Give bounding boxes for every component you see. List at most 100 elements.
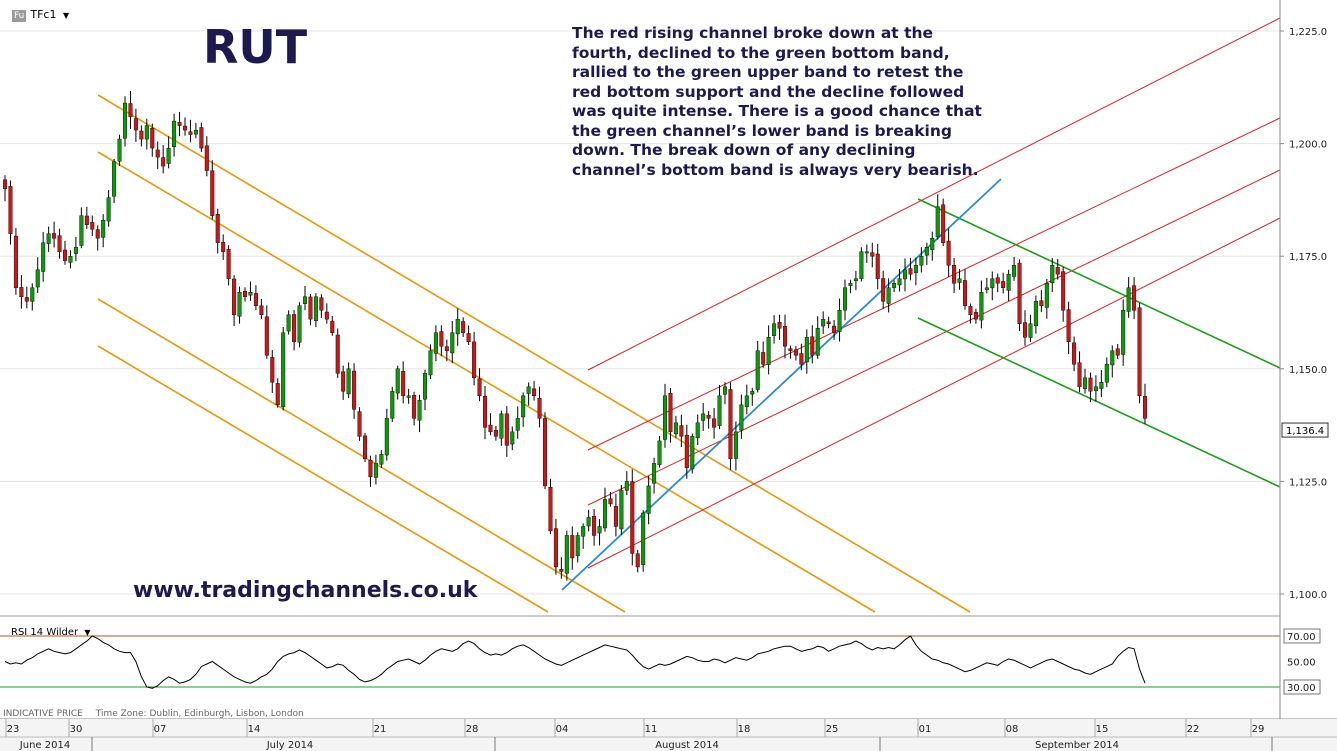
annotation-line: channel’s bottom band is always very bea… <box>572 160 979 179</box>
chart-footer: INDICATIVE PRICE Time Zone: Dublin, Edin… <box>3 709 314 719</box>
x-day-label: 04 <box>556 724 569 735</box>
down-candle <box>799 353 804 365</box>
down-candle <box>973 311 978 320</box>
last-price-label: 1,136.4 <box>1286 426 1324 437</box>
down-candle <box>783 326 788 347</box>
up-candle <box>1033 301 1038 326</box>
down-candle <box>133 118 138 131</box>
up-candle <box>1006 274 1011 291</box>
y-tick-label: 1,125.0 <box>1289 477 1327 488</box>
up-candle <box>499 413 504 439</box>
down-candle <box>946 240 951 266</box>
up-candle <box>384 418 389 456</box>
down-candle <box>139 130 144 140</box>
up-candle <box>303 296 308 304</box>
down-candle <box>995 277 1000 284</box>
annotation-text: The red rising channel broke down at the… <box>572 24 982 180</box>
up-candle <box>1012 265 1017 277</box>
up-candle <box>903 269 908 280</box>
down-candle <box>177 122 182 126</box>
rsi-tick-box <box>1283 679 1321 695</box>
down-candle <box>335 334 340 374</box>
up-candle <box>864 251 869 254</box>
x-day-label: 07 <box>154 724 167 735</box>
down-candle <box>182 125 187 131</box>
up-candle <box>657 440 662 465</box>
x-day-label: 08 <box>1006 724 1019 735</box>
down-candle <box>215 214 220 243</box>
down-candle <box>483 395 488 428</box>
orange-channel-line <box>97 298 626 613</box>
up-candle <box>695 422 700 439</box>
up-candle <box>515 418 520 431</box>
chevron-down-icon[interactable]: ▼ <box>62 11 70 20</box>
up-candle <box>979 292 984 321</box>
red-channel-line <box>587 17 1281 371</box>
down-candle <box>1137 307 1142 397</box>
red-channel-line <box>587 217 1281 569</box>
up-candle <box>172 120 177 148</box>
up-candle <box>248 292 253 296</box>
x-day-label: 25 <box>826 724 839 735</box>
annotation-line: fourth, declined to the green bottom ban… <box>572 43 950 62</box>
up-candle <box>73 246 78 254</box>
down-candle <box>292 314 297 342</box>
down-candle <box>875 253 880 279</box>
down-candle <box>330 320 335 333</box>
up-candle <box>701 413 706 421</box>
up-candle <box>619 490 624 530</box>
orange-channel-line <box>97 345 549 613</box>
up-candle <box>35 269 40 288</box>
down-candle <box>324 311 329 320</box>
up-candle <box>1121 310 1126 355</box>
down-candle <box>204 145 209 171</box>
up-candle <box>313 296 318 321</box>
up-candle <box>924 246 929 256</box>
timezone-label: Time Zone: Dublin, Edinburgh, Lisbon, Lo… <box>95 709 304 719</box>
channel-lines <box>97 17 1281 613</box>
up-candle <box>390 391 395 419</box>
chevron-down-icon[interactable]: ▼ <box>84 628 91 637</box>
down-candle <box>210 170 215 216</box>
up-candle <box>739 404 744 431</box>
up-candle <box>913 265 918 274</box>
down-candle <box>13 235 18 288</box>
down-candle <box>1055 267 1060 275</box>
up-candle <box>843 287 848 311</box>
down-candle <box>1017 262 1022 324</box>
down-candle <box>199 127 204 149</box>
down-candle <box>793 349 798 356</box>
up-candle <box>766 337 771 365</box>
rsi-tick-label: 70.00 <box>1287 632 1316 643</box>
up-candle <box>41 242 46 272</box>
down-candle <box>150 128 155 149</box>
annotation-line: was quite intense. There is a good chanc… <box>572 102 982 120</box>
down-candle <box>608 498 613 505</box>
price-type-label: INDICATIVE PRICE <box>3 709 83 719</box>
down-candle <box>242 290 247 297</box>
x-day-label: 29 <box>1252 724 1265 735</box>
down-candle <box>232 278 237 315</box>
down-candle <box>548 486 553 532</box>
up-candle <box>597 526 602 534</box>
down-candle <box>1023 322 1028 338</box>
down-candle <box>19 287 24 297</box>
up-candle <box>586 517 591 527</box>
symbol-selector[interactable]: Fu TFc1 ▼ <box>12 8 69 22</box>
up-candle <box>897 278 902 286</box>
up-candle <box>395 368 400 394</box>
up-candle <box>1126 287 1131 312</box>
red-channel-line <box>587 169 1281 506</box>
up-candle <box>723 386 728 395</box>
last-price-box <box>1281 422 1329 438</box>
y-tick-label: 1,100.0 <box>1289 590 1327 601</box>
down-candle <box>412 395 417 419</box>
up-candle <box>733 431 738 459</box>
rsi-tick-box <box>1283 628 1321 644</box>
up-candle <box>919 256 924 266</box>
up-candle <box>930 237 935 250</box>
down-candle <box>613 506 618 527</box>
green-channel-upper <box>917 198 1281 369</box>
rsi-indicator-label[interactable]: RSI 14 Wilder ▼ <box>11 627 91 638</box>
up-candle <box>652 463 657 484</box>
